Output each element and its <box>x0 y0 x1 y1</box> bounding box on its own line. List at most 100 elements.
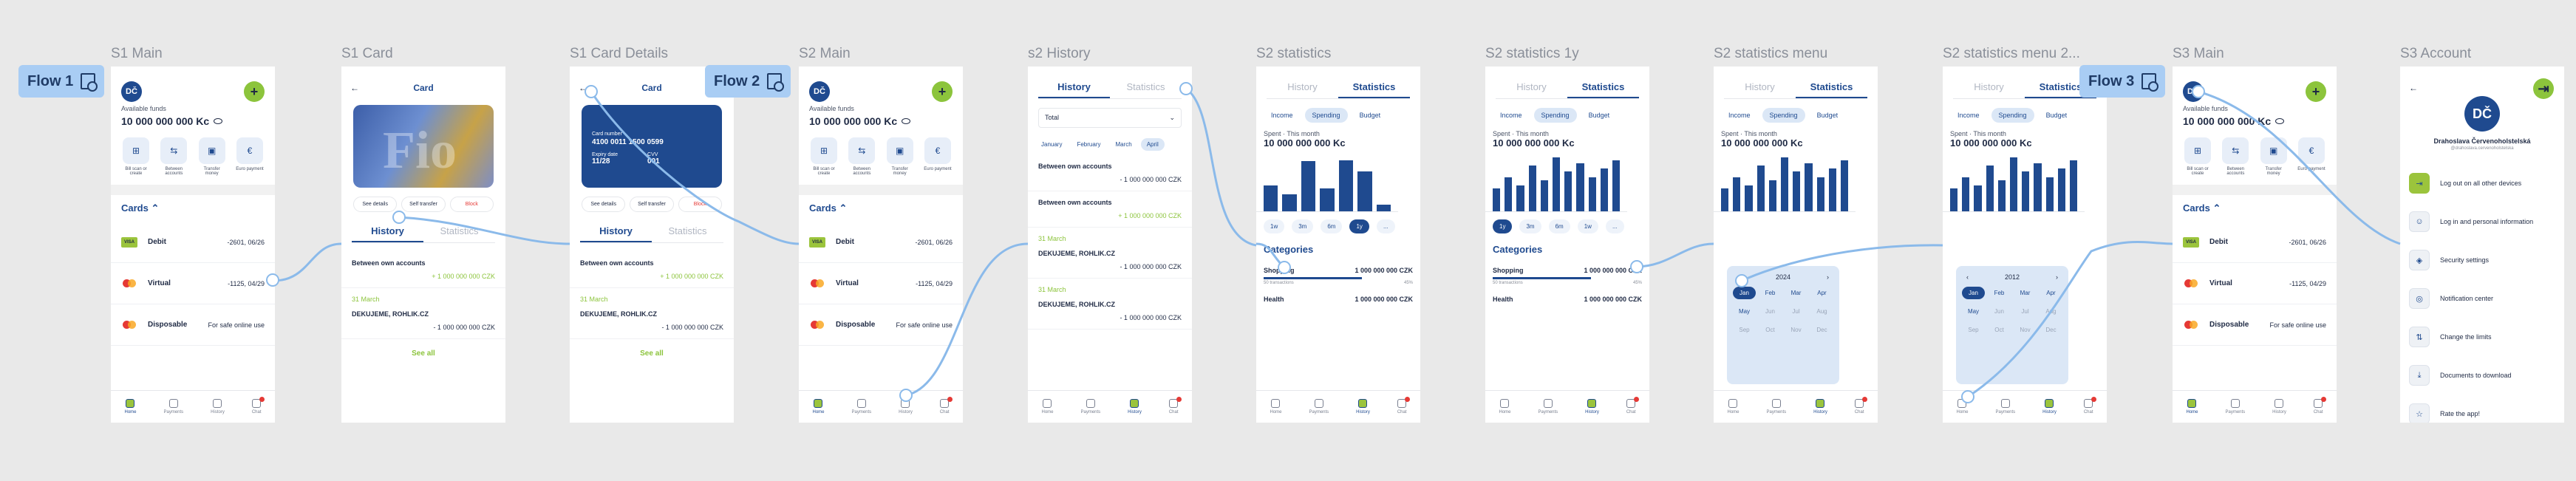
card-row-disposable[interactable]: Disposable For safe online use <box>111 304 275 346</box>
period-1y[interactable]: 1y <box>1349 219 1369 233</box>
eye-off-icon[interactable] <box>902 118 911 124</box>
tab-history[interactable]: History <box>1038 77 1110 98</box>
period-6m[interactable]: 6m <box>1548 219 1570 233</box>
flow-start-dot[interactable] <box>1961 390 1974 403</box>
nav-chat[interactable]: Chat <box>1169 397 1182 415</box>
history-row[interactable]: Between own accounts + 1 000 000 000 CZK <box>570 252 734 288</box>
flow-start-dot[interactable] <box>392 211 406 224</box>
tab-statistics[interactable]: Statistics <box>668 225 707 236</box>
action-transfer-money[interactable]: ▣ Transfer money <box>885 137 915 176</box>
add-button[interactable]: + <box>2306 81 2326 102</box>
card-row-debit[interactable]: VISA Debit -2601, 06/26 <box>111 222 275 263</box>
back-arrow-icon[interactable]: ← <box>350 83 359 93</box>
action-euro-payment[interactable]: € Euro payment <box>2297 137 2326 176</box>
nav-history[interactable]: History <box>1585 399 1599 415</box>
month-cell[interactable]: Oct <box>1765 327 1775 333</box>
chevron-right-icon[interactable]: › <box>2056 273 2058 281</box>
flow-start-dot[interactable] <box>585 85 598 98</box>
month-cell[interactable]: Dec <box>2045 327 2057 333</box>
month-tab[interactable]: January <box>1041 141 1063 148</box>
action-transfer-money[interactable]: ▣ Transfer money <box>2259 137 2289 176</box>
flow-start-dot[interactable] <box>2192 85 2205 98</box>
back-arrow-icon[interactable]: ← <box>2409 83 2418 93</box>
nav-chat[interactable]: Chat <box>252 397 265 415</box>
filter-select[interactable]: Total ⌄ <box>1038 108 1182 128</box>
cards-header[interactable]: Cards ⌃ <box>2183 202 2221 214</box>
logout-icon[interactable]: ⇥ <box>2533 78 2554 99</box>
period-3m[interactable]: 3m <box>1292 219 1314 233</box>
month-tab[interactable]: February <box>1077 141 1101 148</box>
pill-budget[interactable]: Budget <box>1359 112 1381 119</box>
month-cell[interactable]: Nov <box>1790 327 1802 333</box>
chevron-right-icon[interactable]: › <box>1827 273 1829 281</box>
action-between-accounts[interactable]: ⇆ Between accounts <box>159 137 188 176</box>
nav-payments[interactable]: Payments <box>1995 399 2015 415</box>
see-details-button[interactable]: See details <box>353 197 398 212</box>
flow-1-tag[interactable]: Flow 1 <box>18 65 105 98</box>
tab-history[interactable]: History <box>580 221 652 242</box>
card-image[interactable]: Fio <box>353 105 494 188</box>
pill-budget[interactable]: Budget <box>1588 112 1610 119</box>
month-cell[interactable]: Jul <box>1792 308 1800 315</box>
card-row-virtual[interactable]: Virtual -1125, 04/29 <box>111 263 275 304</box>
pill-spending[interactable]: Spending <box>1304 108 1348 123</box>
pill-spending[interactable]: Spending <box>1991 108 2034 123</box>
menu-logout-all[interactable]: ⇥ Log out on all other devices <box>2400 164 2564 202</box>
month-tab[interactable]: April <box>1140 138 1165 151</box>
nav-history[interactable]: History <box>1356 399 1370 415</box>
nav-payments[interactable]: Payments <box>163 399 183 415</box>
card-row-disposable[interactable]: Disposable For safe online use <box>799 304 963 346</box>
nav-home[interactable]: Home <box>1270 399 1282 415</box>
month-cell[interactable]: Apr <box>1817 290 1827 296</box>
tab-statistics[interactable]: Statistics <box>1567 77 1639 98</box>
month-cell[interactable]: Nov <box>2020 327 2031 333</box>
month-cell[interactable]: Oct <box>1994 327 2004 333</box>
tab-history[interactable]: History <box>1974 81 2004 92</box>
month-cell[interactable]: May <box>1967 308 1980 315</box>
nav-home[interactable]: Home <box>2186 399 2198 415</box>
tab-statistics[interactable]: Statistics <box>1126 81 1165 92</box>
nav-payments[interactable]: Payments <box>1766 399 1786 415</box>
month-cell[interactable]: Feb <box>1765 290 1776 296</box>
nav-home[interactable]: Home <box>124 399 137 415</box>
nav-payments[interactable]: Payments <box>1309 399 1329 415</box>
tab-statistics[interactable]: Statistics <box>1338 77 1410 98</box>
flow-start-dot[interactable] <box>1179 82 1193 95</box>
month-cell[interactable]: Aug <box>1816 308 1827 315</box>
avatar[interactable]: DČ <box>121 81 142 102</box>
self-transfer-button[interactable]: Self transfer <box>630 197 674 212</box>
history-row[interactable]: DEKUJEME, ROHLIK.CZ - 1 000 000 000 CZK <box>341 303 505 339</box>
card-row-virtual[interactable]: Virtual -1125, 04/29 <box>2173 263 2337 304</box>
card-row-virtual[interactable]: Virtual -1125, 04/29 <box>799 263 963 304</box>
period-1y[interactable]: 1y <box>1493 219 1513 233</box>
flow-start-dot[interactable] <box>899 389 913 402</box>
action-between-accounts[interactable]: ⇆ Between accounts <box>2221 137 2250 176</box>
action-euro-payment[interactable]: € Euro payment <box>923 137 953 176</box>
nav-home[interactable]: Home <box>1499 399 1511 415</box>
nav-payments[interactable]: Payments <box>1538 399 1558 415</box>
month-cell[interactable]: Mar <box>2020 290 2031 296</box>
month-cell[interactable]: Jun <box>1765 308 1775 315</box>
month-cell[interactable]: Jun <box>1994 308 2004 315</box>
block-button[interactable]: Block <box>449 197 494 212</box>
flow-start-dot[interactable] <box>1278 261 1291 274</box>
pill-income[interactable]: Income <box>1500 112 1522 119</box>
nav-home[interactable]: Home <box>1041 399 1054 415</box>
add-button[interactable]: + <box>244 81 265 102</box>
nav-home[interactable]: Home <box>812 399 825 415</box>
month-cell[interactable]: Aug <box>2045 308 2057 315</box>
month-cell[interactable]: Dec <box>1816 327 1827 333</box>
flow-start-dot[interactable] <box>1630 260 1643 273</box>
tab-statistics[interactable]: Statistics <box>1796 77 1867 98</box>
cards-header[interactable]: Cards ⌃ <box>809 202 848 214</box>
action-between-accounts[interactable]: ⇆ Between accounts <box>847 137 876 176</box>
month-cell[interactable]: Sep <box>1739 327 1750 333</box>
pill-income[interactable]: Income <box>1271 112 1293 119</box>
menu-limits[interactable]: ⇅ Change the limits <box>2400 318 2564 356</box>
pill-income[interactable]: Income <box>1957 112 1980 119</box>
month-cell[interactable]: Apr <box>2046 290 2056 296</box>
nav-chat[interactable]: Chat <box>940 397 953 415</box>
nav-chat[interactable]: Chat <box>1626 397 1639 415</box>
period-more[interactable]: ... <box>1605 219 1624 233</box>
